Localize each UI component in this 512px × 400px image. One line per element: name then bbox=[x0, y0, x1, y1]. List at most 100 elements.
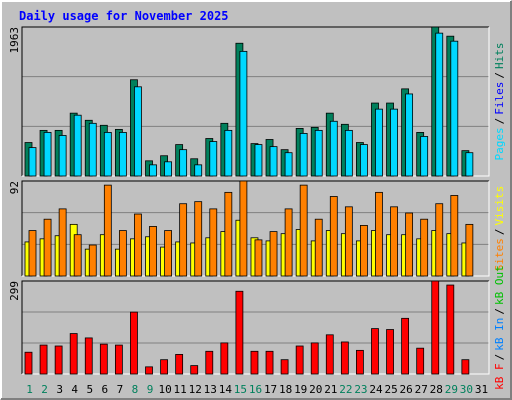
x-tick-label: 28 bbox=[430, 383, 443, 396]
bar bbox=[295, 345, 304, 375]
y-tick-label: 1963 bbox=[8, 27, 21, 54]
legend: Pages / Files / Hits bbox=[493, 43, 506, 161]
x-tick-label: 13 bbox=[204, 383, 217, 396]
bar bbox=[446, 284, 455, 375]
chart-title: Daily usage for November 2025 bbox=[19, 9, 229, 23]
x-tick-label: 30 bbox=[460, 383, 473, 396]
x-tick-label: 23 bbox=[354, 383, 367, 396]
bar bbox=[405, 212, 414, 277]
bar bbox=[175, 354, 184, 375]
bar bbox=[239, 180, 248, 277]
bar bbox=[390, 206, 398, 277]
bar bbox=[450, 195, 459, 277]
bar bbox=[284, 152, 293, 177]
bar bbox=[435, 203, 444, 277]
bar bbox=[43, 218, 52, 277]
bar bbox=[118, 132, 127, 177]
bar bbox=[73, 234, 82, 277]
bar bbox=[420, 136, 429, 177]
y-tick-label: 92 bbox=[8, 181, 21, 194]
bar bbox=[344, 206, 353, 277]
bar bbox=[84, 337, 93, 375]
bar bbox=[405, 93, 414, 177]
bar bbox=[416, 347, 425, 375]
bar bbox=[149, 164, 157, 177]
bar bbox=[224, 129, 233, 177]
x-tick-label: 29 bbox=[445, 383, 458, 396]
bar bbox=[190, 365, 199, 375]
bar bbox=[329, 120, 338, 177]
legend-separator: / bbox=[493, 354, 506, 361]
legend-separator: / bbox=[493, 118, 506, 125]
bar bbox=[179, 203, 188, 277]
legend-separator: / bbox=[493, 72, 506, 79]
bar bbox=[254, 144, 263, 177]
bar bbox=[224, 191, 233, 277]
bar bbox=[205, 350, 214, 375]
bar bbox=[58, 208, 67, 277]
bar bbox=[280, 359, 289, 375]
bar bbox=[356, 349, 364, 375]
bar bbox=[435, 32, 444, 177]
bar bbox=[420, 218, 429, 277]
x-tick-label: 11 bbox=[174, 383, 187, 396]
bar bbox=[360, 225, 368, 277]
x-tick-label: 27 bbox=[415, 383, 428, 396]
bar bbox=[269, 231, 278, 277]
legend-separator: / bbox=[493, 229, 506, 236]
bar bbox=[250, 350, 259, 375]
x-tick-label: 21 bbox=[324, 383, 337, 396]
bar bbox=[114, 344, 123, 375]
bar bbox=[209, 141, 218, 177]
bar bbox=[314, 218, 323, 277]
x-tick-label: 1 bbox=[26, 383, 33, 396]
bar bbox=[28, 230, 37, 277]
x-tick-label: 31 bbox=[475, 383, 488, 396]
bar bbox=[401, 317, 410, 375]
bar bbox=[375, 108, 383, 177]
bar bbox=[118, 230, 127, 277]
bar bbox=[235, 290, 244, 375]
x-tick-label: 2 bbox=[41, 383, 48, 396]
x-tick-label: 10 bbox=[158, 383, 171, 396]
bar bbox=[24, 351, 33, 375]
bar bbox=[375, 191, 383, 277]
bar bbox=[220, 342, 229, 375]
bar bbox=[73, 114, 82, 177]
x-tick-label: 25 bbox=[384, 383, 397, 396]
bar bbox=[209, 208, 218, 277]
bar bbox=[299, 184, 308, 277]
x-tick-label: 5 bbox=[86, 383, 93, 396]
legend: Sites / Visits bbox=[493, 186, 506, 272]
x-tick-label: 22 bbox=[339, 383, 352, 396]
bar bbox=[465, 223, 474, 277]
legend-entry: Visits bbox=[493, 186, 506, 226]
x-tick-label: 12 bbox=[189, 383, 202, 396]
bar bbox=[314, 129, 323, 177]
bar bbox=[88, 244, 97, 277]
legend-entry: Sites bbox=[493, 238, 506, 271]
bar bbox=[344, 129, 353, 177]
bar bbox=[461, 359, 470, 375]
bar bbox=[54, 345, 63, 375]
bar bbox=[254, 239, 263, 277]
bar bbox=[390, 108, 398, 177]
x-tick-label: 14 bbox=[219, 383, 233, 396]
bar bbox=[28, 147, 37, 177]
bar bbox=[450, 40, 459, 177]
legend-entry: kB F bbox=[493, 363, 506, 390]
bar bbox=[310, 342, 319, 375]
bar bbox=[145, 366, 153, 375]
bar bbox=[130, 311, 138, 375]
legend: kB F / kB In / kB Out bbox=[493, 265, 506, 390]
bar bbox=[371, 328, 379, 375]
bar bbox=[386, 329, 394, 375]
x-tick-label: 20 bbox=[309, 383, 322, 396]
bar bbox=[465, 152, 474, 177]
bar bbox=[134, 213, 142, 277]
legend-entry: Pages bbox=[493, 127, 506, 160]
plot-border-dark bbox=[21, 26, 489, 176]
x-tick-label: 9 bbox=[147, 383, 154, 396]
